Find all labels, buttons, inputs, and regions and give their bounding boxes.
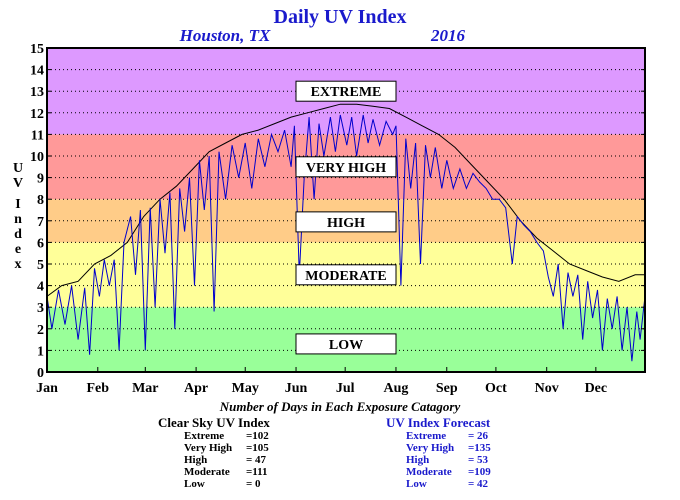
row-value: = 26: [468, 430, 489, 442]
y-tick-label: 14: [30, 64, 44, 79]
row-value: =105: [246, 442, 269, 454]
chart-title: Daily UV Index: [274, 6, 407, 28]
x-tick-label: May: [232, 381, 259, 396]
y-tick-label: 12: [30, 107, 44, 122]
y-tick-label: 10: [30, 150, 44, 165]
forecast-row: High = 53: [386, 454, 508, 466]
y-tick-label: 9: [37, 172, 44, 187]
row-value: =109: [468, 466, 491, 478]
band-label-very-high-box: [295, 156, 397, 178]
y-axis-label-char: e: [15, 242, 21, 257]
row-value: = 42: [468, 478, 489, 490]
row-label: Extreme: [184, 430, 225, 442]
band-label-very-high: VERY HIGH: [306, 161, 386, 176]
band-label-extreme-box: [295, 80, 397, 102]
forecast-row: Moderate =109: [386, 466, 508, 478]
y-axis-label-char: d: [14, 227, 22, 242]
y-tick-label: 0: [37, 366, 44, 381]
x-tick-label: Sep: [436, 381, 458, 396]
row-label: Low: [184, 478, 205, 490]
clear-sky-row: Moderate =111: [158, 466, 286, 478]
series-forecast: [46, 114, 646, 362]
y-tick-label: 5: [37, 258, 44, 273]
row-value: = 47: [246, 454, 267, 466]
row-value: = 53: [468, 454, 489, 466]
row-label: Low: [406, 478, 427, 490]
clear-sky-row: Low = 0: [158, 478, 286, 490]
forecast-row: Low = 42: [386, 478, 508, 490]
y-tick-label: 1: [37, 344, 44, 359]
y-tick-label: 7: [37, 215, 44, 230]
clear-sky-summary: Clear Sky UV Index Extreme =102 Very High…: [158, 415, 286, 490]
x-tick-label: Feb: [87, 381, 110, 396]
band-label-moderate-box: [295, 264, 397, 286]
row-label: Extreme: [406, 430, 447, 442]
forecast-summary: UV Index Forecast Extreme = 26 Very High =…: [386, 415, 508, 490]
row-label: Moderate: [406, 466, 452, 478]
chart-location: Houston, TX: [179, 26, 271, 45]
y-axis-label-char: x: [15, 257, 22, 272]
forecast-row: Extreme = 26: [386, 430, 508, 442]
y-tick-label: 6: [37, 236, 44, 251]
clear-sky-row: Very High =105: [158, 442, 286, 454]
band-label-extreme: EXTREME: [311, 85, 382, 100]
x-tick-label: Mar: [132, 381, 158, 396]
y-axis-label-char: U: [13, 161, 23, 176]
row-label: Very High: [406, 442, 455, 454]
x-tick-label: Jul: [336, 381, 355, 396]
y-tick-label: 3: [37, 301, 44, 316]
band-label-high: HIGH: [327, 216, 365, 231]
band-label-high-box: [295, 211, 397, 233]
y-tick-label: 15: [30, 42, 44, 57]
clear-sky-row: Extreme =102: [158, 430, 286, 442]
chart-year: 2016: [430, 26, 466, 45]
y-tick-label: 8: [37, 193, 44, 208]
y-axis-label-char: I: [15, 197, 20, 212]
band-label-moderate: MODERATE: [305, 269, 386, 284]
x-tick-label: Jan: [36, 381, 58, 396]
x-tick-label: Aug: [384, 381, 409, 396]
row-label: High: [406, 454, 430, 466]
clear-sky-row: High = 47: [158, 454, 286, 466]
plot-frame: [46, 47, 646, 373]
row-value: = 0: [246, 478, 261, 490]
x-tick-label: Apr: [184, 381, 208, 396]
row-label: Very High: [184, 442, 233, 454]
forecast-title: UV Index Forecast: [386, 415, 491, 430]
x-tick-label: Nov: [535, 381, 559, 396]
x-tick-label: Dec: [585, 381, 608, 396]
row-value: =102: [246, 430, 269, 442]
row-value: =135: [468, 442, 491, 454]
x-tick-label: Oct: [485, 381, 507, 396]
y-tick-label: 4: [37, 280, 44, 295]
band-label-low-box: [295, 333, 397, 355]
series-clear-sky: [46, 103, 645, 297]
clear-sky-title: Clear Sky UV Index: [158, 415, 270, 430]
x-tick-label: Jun: [285, 381, 308, 396]
y-axis-label-char: n: [14, 212, 22, 227]
row-value: =111: [246, 466, 268, 478]
y-axis-label-char: V: [13, 176, 23, 191]
row-label: Moderate: [184, 466, 230, 478]
band-label-low: LOW: [329, 338, 363, 353]
y-tick-label: 11: [31, 128, 44, 143]
days-caption: Number of Days in Each Exposure Catagory: [219, 399, 461, 414]
forecast-row: Very High =135: [386, 442, 508, 454]
y-tick-label: 13: [30, 85, 44, 100]
y-tick-label: 2: [37, 323, 44, 338]
row-label: High: [184, 454, 208, 466]
